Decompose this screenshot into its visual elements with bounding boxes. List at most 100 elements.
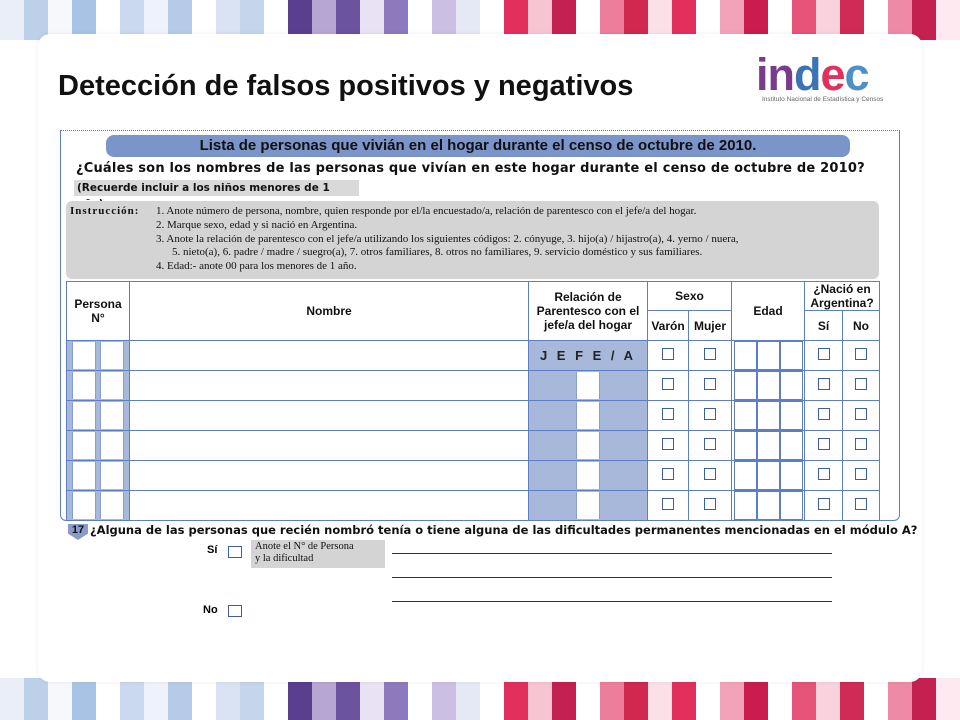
table-row	[66, 400, 880, 431]
instructions-label: Instrucción:	[70, 205, 140, 217]
checkbox-icon[interactable]	[817, 467, 830, 480]
instruction-line: 5. nieto(a), 6. padre / madre / suegro(a…	[172, 246, 703, 258]
nacio-no-checkbox[interactable]	[842, 460, 880, 491]
mujer-checkbox[interactable]	[688, 400, 732, 431]
checkbox-icon[interactable]	[662, 347, 674, 360]
nombre-cell[interactable]	[129, 490, 529, 521]
nombre-cell[interactable]	[129, 370, 529, 401]
varon-checkbox[interactable]	[647, 340, 689, 371]
checkbox-icon[interactable]	[704, 377, 716, 390]
question-17-badge: 17	[68, 524, 88, 540]
persona-number-cell[interactable]	[66, 490, 130, 521]
relacion-cell[interactable]	[528, 370, 648, 401]
relacion-cell[interactable]	[528, 490, 648, 521]
nacio-si-checkbox[interactable]	[804, 430, 843, 461]
nacio-no-checkbox[interactable]	[842, 400, 880, 431]
mujer-checkbox[interactable]	[688, 430, 732, 461]
indec-logo: indec Instituto Nacional de Estadística …	[756, 50, 896, 110]
checkbox-icon[interactable]	[817, 347, 830, 360]
form-reminder: (Recuerde incluir a los niños menores de…	[74, 180, 359, 210]
header-no: No	[842, 310, 880, 341]
checkbox-icon[interactable]	[855, 347, 867, 360]
checkbox-icon[interactable]	[704, 437, 716, 450]
edad-cell[interactable]	[731, 430, 805, 461]
relacion-cell[interactable]	[528, 460, 648, 491]
checkbox-icon[interactable]	[817, 497, 830, 510]
varon-checkbox[interactable]	[647, 400, 689, 431]
varon-checkbox[interactable]	[647, 370, 689, 401]
header-nacio: ¿Nació en Argentina?	[804, 281, 880, 311]
checkbox-icon[interactable]	[662, 407, 674, 420]
edad-cell[interactable]	[731, 340, 805, 371]
form-top-border	[60, 130, 898, 131]
checkbox-icon[interactable]	[817, 377, 830, 390]
checkbox-icon[interactable]	[662, 467, 674, 480]
nombre-cell[interactable]	[129, 340, 529, 371]
varon-checkbox[interactable]	[647, 430, 689, 461]
instructions-box: Instrucción: 1. Anote número de persona,…	[66, 201, 879, 279]
checkbox-icon[interactable]	[662, 437, 674, 450]
header-si: Sí	[804, 310, 843, 341]
persona-number-cell[interactable]	[66, 460, 130, 491]
edad-cell[interactable]	[731, 460, 805, 491]
q17-si-checkbox[interactable]	[228, 546, 242, 558]
nombre-cell[interactable]	[129, 400, 529, 431]
mujer-checkbox[interactable]	[688, 340, 732, 371]
varon-checkbox[interactable]	[647, 490, 689, 521]
checkbox-icon[interactable]	[855, 377, 867, 390]
q17-answer-line[interactable]	[392, 601, 832, 602]
header-sexo: Sexo	[647, 281, 732, 311]
checkbox-icon[interactable]	[817, 407, 830, 420]
persona-number-cell[interactable]	[66, 340, 130, 371]
persona-number-cell[interactable]	[66, 400, 130, 431]
persona-number-cell[interactable]	[66, 430, 130, 461]
nombre-cell[interactable]	[129, 430, 529, 461]
persons-table: Persona N° Nombre Relación de Parentesco …	[66, 281, 880, 521]
varon-checkbox[interactable]	[647, 460, 689, 491]
nacio-no-checkbox[interactable]	[842, 490, 880, 521]
header-varon: Varón	[647, 310, 689, 341]
mujer-checkbox[interactable]	[688, 490, 732, 521]
nacio-no-checkbox[interactable]	[842, 340, 880, 371]
checkbox-icon[interactable]	[855, 437, 867, 450]
census-form-frame	[60, 130, 900, 521]
nacio-si-checkbox[interactable]	[804, 490, 843, 521]
instruction-line: 1. Anote número de persona, nombre, quie…	[156, 205, 697, 217]
q17-no-checkbox[interactable]	[228, 605, 242, 617]
checkbox-icon[interactable]	[855, 497, 867, 510]
decorative-stripes-top	[0, 0, 960, 40]
checkbox-icon[interactable]	[855, 467, 867, 480]
checkbox-icon[interactable]	[704, 347, 716, 360]
table-row	[66, 460, 880, 491]
checkbox-icon[interactable]	[704, 467, 716, 480]
nacio-no-checkbox[interactable]	[842, 430, 880, 461]
checkbox-icon[interactable]	[817, 437, 830, 450]
checkbox-icon[interactable]	[704, 497, 716, 510]
nacio-no-checkbox[interactable]	[842, 370, 880, 401]
nacio-si-checkbox[interactable]	[804, 370, 843, 401]
checkbox-icon[interactable]	[704, 407, 716, 420]
q17-answer-line[interactable]	[392, 577, 832, 578]
table-row	[66, 490, 880, 521]
edad-cell[interactable]	[731, 490, 805, 521]
checkbox-icon[interactable]	[662, 497, 674, 510]
nacio-si-checkbox[interactable]	[804, 400, 843, 431]
relacion-cell[interactable]	[528, 430, 648, 461]
mujer-checkbox[interactable]	[688, 370, 732, 401]
q17-anote-instruction: Anote el N° de Persona y la dificultad	[251, 540, 385, 568]
header-mujer: Mujer	[688, 310, 732, 341]
form-question: ¿Cuáles son los nombres de las personas …	[76, 161, 865, 176]
nacio-si-checkbox[interactable]	[804, 460, 843, 491]
relacion-cell[interactable]	[528, 400, 648, 431]
nacio-si-checkbox[interactable]	[804, 340, 843, 371]
checkbox-icon[interactable]	[662, 377, 674, 390]
edad-cell[interactable]	[731, 400, 805, 431]
instruction-line: 3. Anote la relación de parentesco con e…	[156, 233, 739, 245]
q17-no-label: No	[203, 604, 218, 616]
edad-cell[interactable]	[731, 370, 805, 401]
persona-number-cell[interactable]	[66, 370, 130, 401]
nombre-cell[interactable]	[129, 460, 529, 491]
checkbox-icon[interactable]	[855, 407, 867, 420]
mujer-checkbox[interactable]	[688, 460, 732, 491]
q17-answer-line[interactable]	[392, 553, 832, 554]
